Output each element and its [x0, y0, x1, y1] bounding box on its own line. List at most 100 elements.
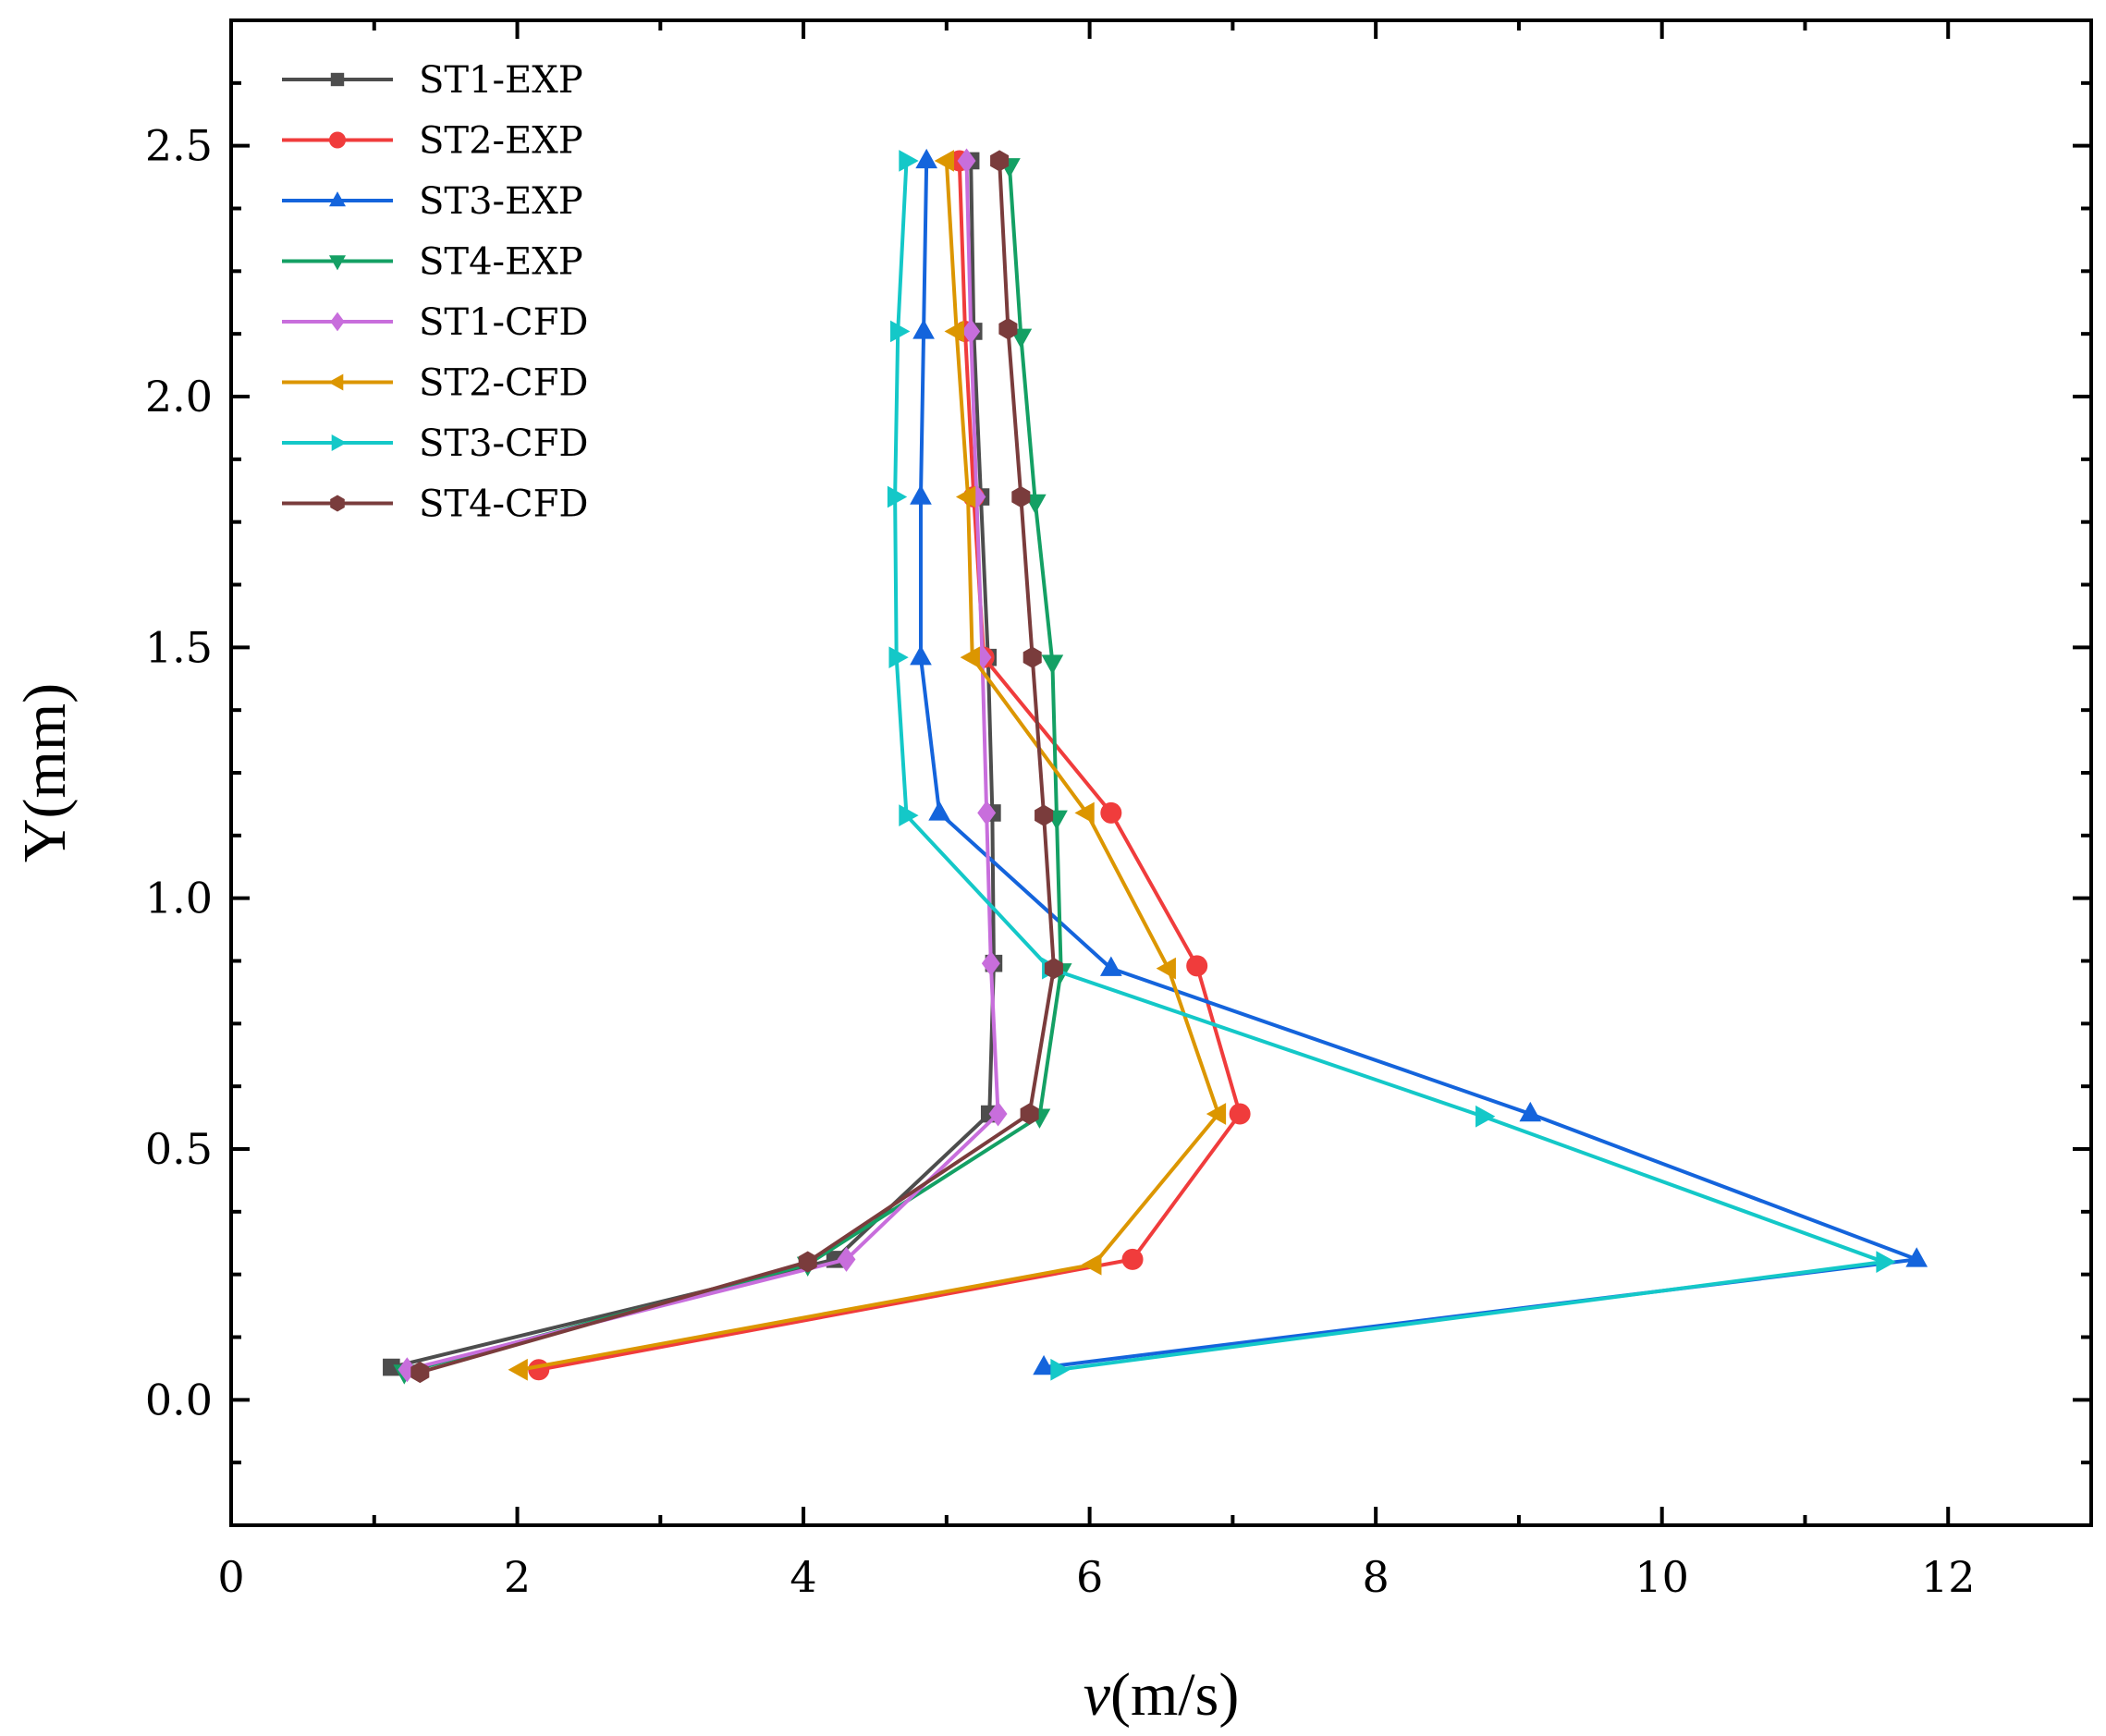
- legend-marker: [330, 72, 345, 87]
- data-point-st1-cfd-4: [977, 800, 997, 825]
- data-point-st3-exp-0: [1033, 1354, 1055, 1375]
- data-point-st4-cfd-8: [990, 150, 1010, 172]
- data-point-st2-cfd-0: [508, 1358, 528, 1381]
- legend-marker: [328, 373, 344, 391]
- legend-label: ST4-EXP: [419, 241, 583, 284]
- data-point-st2-exp-4: [1100, 801, 1122, 824]
- legend-marker: [329, 131, 346, 149]
- series-line-st3-cfd: [893, 160, 1886, 1372]
- data-point-st2-cfd-8: [934, 150, 955, 172]
- legend-label: ST3-CFD: [419, 422, 588, 465]
- series-line-st2-exp: [538, 160, 1243, 1372]
- legend-item-st4-cfd: ST4-CFD: [282, 483, 588, 526]
- data-point-st2-cfd-3: [1156, 957, 1176, 980]
- y-tick-label: 2.5: [145, 121, 213, 171]
- data-point-st4-cfd-4: [1035, 804, 1054, 826]
- data-point-st3-cfd-0: [1050, 1358, 1071, 1381]
- x-axis-title: v(m/s): [1084, 1661, 1240, 1729]
- data-point-st2-exp-1: [1121, 1248, 1144, 1270]
- data-point-st3-cfd-1: [1876, 1251, 1896, 1273]
- data-point-st3-exp-6: [910, 484, 932, 505]
- data-point-st2-exp-3: [1186, 955, 1208, 977]
- series-group: [383, 148, 1928, 1385]
- legend-label: ST1-CFD: [419, 301, 588, 344]
- y-axis-title: Y(mm): [11, 683, 79, 862]
- data-point-st4-cfd-2: [1020, 1103, 1039, 1125]
- x-tick-label: 8: [1363, 1552, 1390, 1602]
- legend-label: ST1-EXP: [419, 59, 583, 102]
- x-tick-label: 2: [504, 1552, 531, 1602]
- legend-label: ST4-CFD: [419, 483, 588, 526]
- data-point-st3-exp-7: [912, 319, 935, 339]
- data-point-st2-exp-0: [528, 1359, 550, 1381]
- legend-item-st1-exp: ST1-EXP: [282, 59, 583, 102]
- data-point-st3-exp-8: [915, 148, 938, 169]
- legend-marker: [329, 255, 346, 271]
- y-tick-label: 2.0: [145, 372, 213, 422]
- data-point-st3-cfd-6: [887, 485, 908, 508]
- x-axis-variable: v: [1084, 1661, 1111, 1729]
- x-tick-label: 12: [1921, 1552, 1976, 1602]
- data-point-st2-exp-2: [1229, 1103, 1251, 1125]
- data-point-st1-cfd-8: [957, 148, 976, 174]
- data-point-st2-cfd-5: [960, 646, 980, 669]
- data-point-st4-cfd-0: [410, 1361, 430, 1384]
- data-point-st1-cfd-2: [988, 1101, 1008, 1127]
- data-point-st3-cfd-7: [890, 320, 911, 343]
- data-point-st2-cfd-2: [1206, 1103, 1227, 1125]
- axes-group: 0 2 4 6 8 10 12 0.0 0.5 1.0 1.5 2.0 2.5: [145, 18, 2093, 1602]
- data-point-st4-cfd-1: [798, 1251, 817, 1273]
- data-point-st2-cfd-6: [955, 485, 976, 508]
- data-point-st3-exp-1: [1905, 1247, 1928, 1267]
- legend-marker: [331, 434, 347, 451]
- data-point-st3-cfd-2: [1475, 1105, 1496, 1128]
- data-point-st3-cfd-5: [888, 646, 909, 669]
- data-point-st4-cfd-3: [1044, 958, 1063, 980]
- data-point-st2-cfd-1: [1082, 1253, 1102, 1276]
- legend-label: ST3-EXP: [419, 180, 583, 223]
- data-point-st4-cfd-6: [1011, 485, 1031, 508]
- data-point-st3-exp-4: [928, 801, 950, 821]
- data-point-st3-cfd-8: [899, 150, 919, 172]
- legend-item-st4-exp: ST4-EXP: [282, 241, 583, 284]
- data-point-st3-exp-3: [1099, 956, 1122, 976]
- x-axis-unit: (m/s): [1110, 1661, 1239, 1729]
- y-tick-label: 1.0: [145, 874, 213, 923]
- data-point-st3-exp-2: [1519, 1101, 1542, 1122]
- series-st2-cfd: [508, 150, 1227, 1381]
- series-st4-cfd: [410, 150, 1063, 1384]
- data-point-st1-cfd-3: [981, 950, 1000, 976]
- series-st2-exp: [528, 150, 1251, 1381]
- legend-item-st3-cfd: ST3-CFD: [282, 422, 588, 465]
- series-st3-exp: [910, 148, 1928, 1375]
- data-point-st1-cfd-7: [961, 318, 981, 344]
- data-point-st4-cfd-7: [998, 318, 1018, 340]
- x-tick-label: 0: [217, 1552, 244, 1602]
- x-tick-label: 10: [1635, 1552, 1689, 1602]
- y-tick-label: 0.5: [145, 1124, 213, 1174]
- legend-marker: [329, 191, 346, 207]
- data-point-st3-cfd-4: [899, 804, 919, 826]
- legend-item-st2-exp: ST2-EXP: [282, 120, 583, 163]
- y-tick-label: 1.5: [145, 622, 213, 672]
- y-tick-label: 0.0: [145, 1375, 213, 1424]
- x-tick-label: 4: [790, 1552, 816, 1602]
- series-line-st4-exp: [403, 165, 1063, 1375]
- data-point-st2-cfd-4: [1074, 801, 1095, 825]
- x-tick-label: 6: [1076, 1552, 1103, 1602]
- legend-marker: [330, 312, 345, 332]
- legend-label: ST2-CFD: [419, 362, 588, 405]
- series-line-st2-cfd: [520, 160, 1220, 1372]
- legend-label: ST2-EXP: [419, 120, 583, 163]
- data-point-st1-cfd-1: [837, 1246, 856, 1272]
- data-point-st3-exp-5: [910, 645, 932, 666]
- legend-marker: [330, 495, 345, 512]
- data-point-st4-cfd-5: [1022, 646, 1042, 668]
- legend-item-st1-cfd: ST1-CFD: [282, 301, 588, 344]
- data-point-st2-cfd-7: [944, 320, 964, 343]
- data-point-st4-exp-5: [1041, 654, 1064, 675]
- legend-item-st3-exp: ST3-EXP: [282, 180, 583, 223]
- legend-item-st2-cfd: ST2-CFD: [282, 362, 588, 405]
